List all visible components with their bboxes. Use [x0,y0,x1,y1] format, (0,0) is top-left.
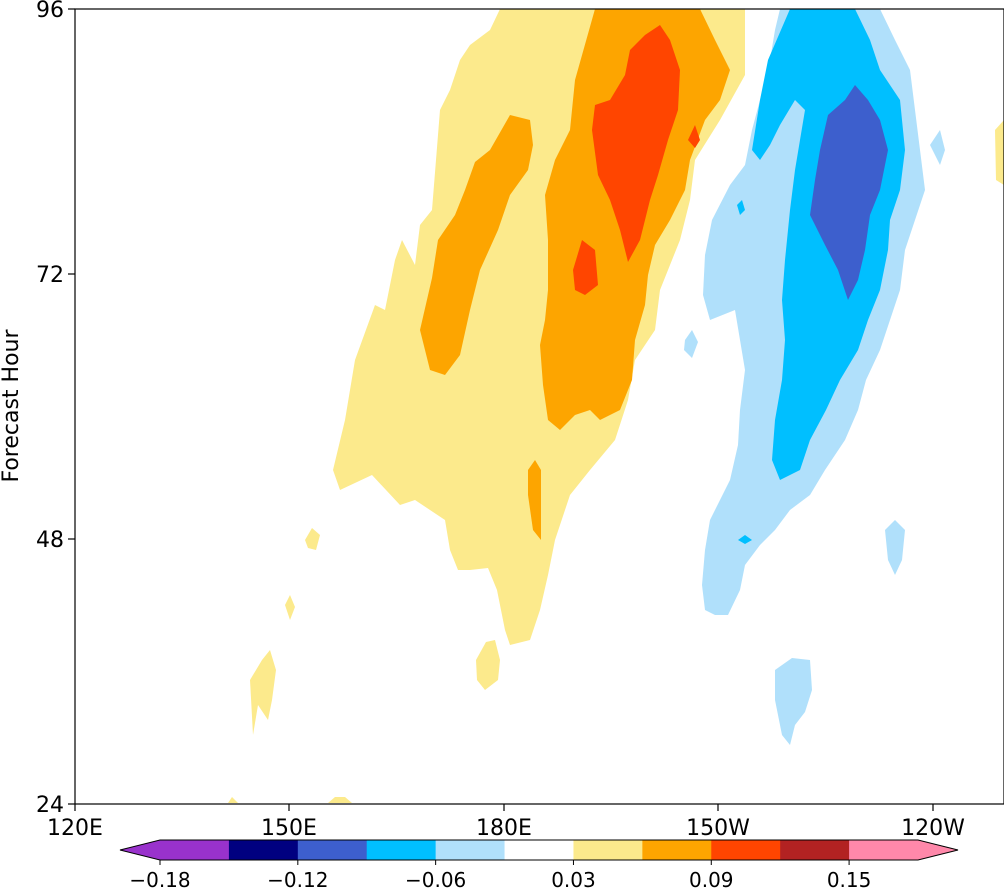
plot-area [74,8,1004,805]
contour-pos-level1-island [305,528,320,550]
y-tick-label: 72 [36,263,64,288]
contour-pos-level3-main [592,25,680,262]
contour-pos-level1-island [228,797,238,803]
y-tick-label: 48 [36,528,64,553]
colorbar-segment [711,840,781,860]
contour-neg-level2-island [738,535,752,544]
contour-pos-level2-west [420,115,533,375]
colorbar-tick-label: 0.15 [827,868,872,892]
y-tick-label: 24 [36,793,64,818]
colorbar-extend-max [918,840,958,860]
colorbar-segment [642,840,712,860]
contour-neg-level1-island [775,658,812,745]
x-tick-label: 150E [261,816,317,841]
colorbar-segment [573,840,643,860]
contour-pos-level1-island [250,650,276,735]
y-axis: 96 72 48 24 Forecast Hour [0,0,75,818]
contour-pos-level3-island [688,125,700,148]
colorbar-segment [228,840,299,860]
colorbar-tick-label: −0.06 [405,868,466,892]
colorbar-segment [780,840,850,860]
x-tick-label: 180E [476,816,532,841]
colorbar-segment [435,840,506,860]
contour-pos-level1-island [285,595,295,620]
contour-pos-level3-island [573,240,598,295]
contour-neg-level2-island [737,200,745,215]
y-tick-label: 96 [36,0,64,23]
colorbar-extend-min [120,840,160,860]
contour-neg-level1-island [885,520,905,575]
contour-neg-level3-main [810,85,888,300]
x-tick-label: 120W [901,816,965,841]
colorbar-tick-label: 0.09 [689,868,734,892]
colorbar: −0.18 −0.12 −0.06 0.03 0.09 0.15 [119,839,959,892]
contour-neg-level1-island [930,130,945,165]
contour-pos-level2-island [528,460,541,540]
contour-pos-level1-island [995,120,1004,185]
colorbar-segment [504,840,574,860]
x-tick-label: 150W [686,816,750,841]
x-axis: 120E 150E 180E 150W 120W [47,804,965,841]
y-axis-title: Forecast Hour [0,329,24,483]
colorbar-tick-label: −0.12 [267,868,328,892]
x-tick-label: 120E [47,816,103,841]
colorbar-segment [297,840,368,860]
colorbar-segment [160,840,230,860]
contour-pos-level1-island [328,797,352,803]
plot-frame [74,8,1004,805]
contour-neg-level1-island [684,330,698,358]
colorbar-tick-label: 0.03 [551,868,596,892]
colorbar-tick-label: −0.18 [129,868,190,892]
contour-pos-level1-island [476,640,500,690]
colorbar-segment [366,840,437,860]
colorbar-segment [849,840,919,860]
